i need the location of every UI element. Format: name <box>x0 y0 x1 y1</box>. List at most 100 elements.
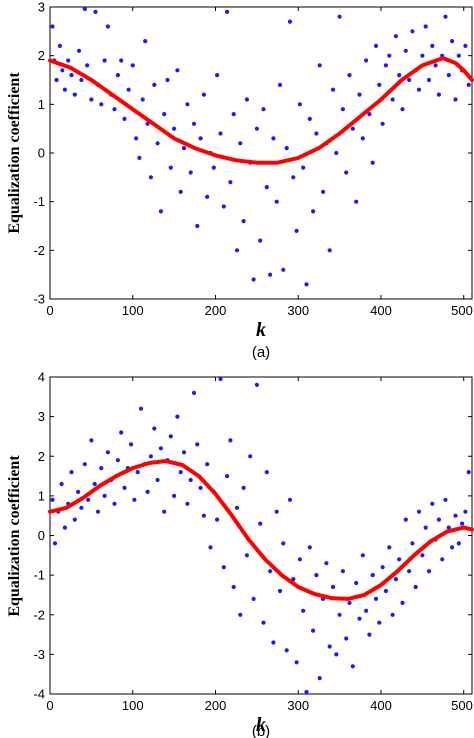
chart-b-point-59 <box>244 553 249 558</box>
chart-a-point-28 <box>140 97 145 102</box>
chart-b-point-58 <box>241 485 246 490</box>
chart-b-point-47 <box>205 462 210 467</box>
chart-a-y-tick-label-2: -1 <box>33 194 45 209</box>
chart-b-point-15 <box>99 466 104 471</box>
chart-b-point-31 <box>152 426 157 431</box>
chart-b-x-axis-label: k <box>256 714 266 736</box>
chart-a-point-31 <box>148 175 153 180</box>
chart-a-point-26 <box>134 136 139 141</box>
chart-a-point-88 <box>337 14 342 19</box>
chart-a-point-109 <box>407 77 412 83</box>
chart-a-x-tick-label-2: 200 <box>205 303 227 318</box>
chart-b-scatter-points <box>50 376 471 695</box>
chart-a-point-118 <box>436 92 441 97</box>
chart-a-y-tick-label-4: 1 <box>38 97 45 112</box>
chart-b-point-6 <box>69 470 74 475</box>
chart-b-point-109 <box>410 541 415 546</box>
chart-a-point-107 <box>400 107 405 112</box>
chart-a-point-110 <box>410 29 415 34</box>
chart-b-point-106 <box>400 600 405 606</box>
chart-a-point-47 <box>201 92 206 97</box>
chart-a: 0 100 200 300 400 500 -3 -2 -1 0 1 2 3 k Equalizati… <box>6 0 474 361</box>
chart-a-point-80 <box>311 209 316 214</box>
chart-b-y-tick-label-1: -3 <box>33 647 45 662</box>
chart-b-point-76 <box>301 608 306 613</box>
chart-a-point-91 <box>347 73 352 78</box>
chart-a-point-48 <box>205 194 210 199</box>
chart-b-point-112 <box>420 553 425 558</box>
chart-a-point-11 <box>82 6 87 12</box>
chart-a-point-68 <box>271 136 276 141</box>
chart-a-x-axis-label: k <box>256 319 266 341</box>
chart-b-point-9 <box>79 505 84 510</box>
chart-a-y-tick-label-3: 0 <box>38 146 45 161</box>
chart-b-point-122 <box>453 513 458 518</box>
chart-a-point-55 <box>228 180 233 185</box>
chart-b-point-90 <box>347 600 352 606</box>
chart-a-point-4 <box>60 68 65 73</box>
chart-b-point-14 <box>95 509 101 514</box>
chart-b-point-108 <box>407 569 412 574</box>
chart-b-point-56 <box>234 505 240 510</box>
chart-a-point-45 <box>195 223 200 229</box>
chart-a-y-tick-label-1: -2 <box>33 243 45 258</box>
chart-b-point-99 <box>377 620 382 625</box>
chart-b-point-87 <box>337 612 342 617</box>
chart-a-point-23 <box>122 116 127 121</box>
chart-a-point-85 <box>327 248 332 253</box>
chart-a-point-32 <box>152 82 157 87</box>
chart-a-point-122 <box>450 39 455 44</box>
chart-b-point-60 <box>248 454 253 459</box>
chart-a-point-57 <box>234 248 240 253</box>
chart-b-point-12 <box>89 438 94 443</box>
chart-b-point-68 <box>274 509 279 514</box>
chart-b-point-10 <box>82 462 87 467</box>
chart-b-point-77 <box>304 689 309 695</box>
chart-b-point-86 <box>334 652 339 657</box>
chart-b-point-111 <box>416 509 422 514</box>
chart-a-point-78 <box>304 282 309 287</box>
chart-a-point-63 <box>254 126 259 131</box>
chart-b-x-tick-label-3: 300 <box>287 698 309 713</box>
chart-b-point-92 <box>354 580 359 586</box>
chart-a-point-101 <box>380 121 385 126</box>
chart-b-point-0 <box>50 497 55 502</box>
chart-b-point-24 <box>129 442 134 447</box>
chart-a-point-35 <box>162 112 167 117</box>
chart-b-point-93 <box>357 616 362 621</box>
chart-a-point-89 <box>340 107 345 112</box>
chart-a-point-53 <box>221 204 226 209</box>
chart-a-point-102 <box>383 63 388 68</box>
chart-b-y-tick-label-4: 0 <box>38 528 45 543</box>
chart-b-point-110 <box>413 584 418 590</box>
chart-a-point-92 <box>350 126 355 131</box>
chart-b-point-73 <box>291 577 296 582</box>
chart-a-point-100 <box>377 82 382 87</box>
chart-b-point-94 <box>360 553 365 558</box>
chart-a-point-40 <box>178 189 183 194</box>
chart-a-point-95 <box>360 136 365 141</box>
chart-a-point-98 <box>370 160 375 165</box>
chart-b-plot-frame <box>49 376 473 695</box>
chart-b-y-tick-label-2: -2 <box>33 607 45 622</box>
chart-a-point-97 <box>367 112 372 117</box>
chart-a-fit-curve <box>48 56 474 165</box>
chart-b-point-19 <box>112 501 117 506</box>
chart-b-point-126 <box>466 470 471 475</box>
chart-a-point-76 <box>297 102 302 107</box>
chart-a-point-99 <box>373 43 379 49</box>
chart-b-point-21 <box>119 430 124 435</box>
chart-b-point-121 <box>450 545 455 550</box>
chart-a-point-8 <box>72 92 77 97</box>
chart-b-point-89 <box>344 636 349 641</box>
chart-a-point-56 <box>231 112 236 117</box>
chart-b-point-29 <box>145 489 150 494</box>
chart-a-point-69 <box>274 199 279 204</box>
chart-a-point-67 <box>268 272 273 277</box>
chart-b-point-84 <box>327 644 332 649</box>
chart-a-x-tick-label-4: 400 <box>370 303 392 318</box>
chart-a-point-24 <box>126 87 131 92</box>
chart-b-point-88 <box>340 569 345 574</box>
chart-b-point-98 <box>373 596 379 602</box>
chart-b-point-115 <box>430 501 435 506</box>
